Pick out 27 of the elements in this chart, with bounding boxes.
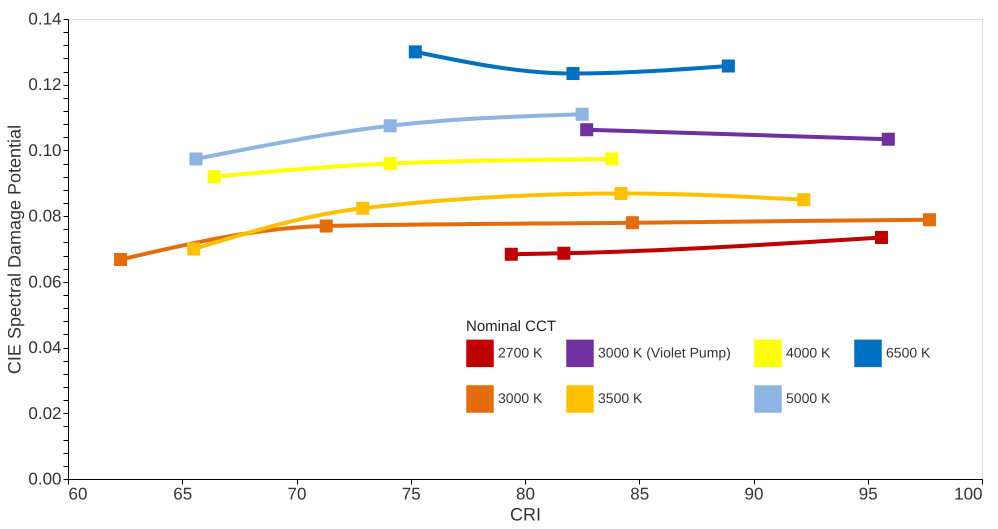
x-tick-label: 60 <box>68 484 88 504</box>
y-tick-label: 0.06 <box>28 272 62 292</box>
y-tick-label: 0.02 <box>28 404 62 423</box>
legend-label: 6500 K <box>886 344 932 360</box>
x-axis-title: CRI <box>510 504 541 524</box>
legend-label: 5000 K <box>786 390 832 406</box>
legend-label: 3000 K (Violet Pump) <box>598 344 731 360</box>
x-tick-label: 95 <box>858 484 878 504</box>
x-tick-label: 65 <box>173 484 192 504</box>
y-axis-title: CIE Spectral Damage Potential <box>4 124 24 374</box>
y-tick-label: 0.04 <box>28 338 62 358</box>
y-tick-label: 0.14 <box>28 10 62 28</box>
x-tick-label: 80 <box>516 484 535 504</box>
x-tick-label: 85 <box>630 484 650 504</box>
legend-label: 3000 K <box>498 390 544 406</box>
legend-title: Nominal CCT <box>466 318 556 335</box>
legend-label: 3500 K <box>598 390 644 406</box>
y-tick-label: 0.00 <box>28 470 62 488</box>
x-tick-label: 100 <box>954 484 982 504</box>
y-tick-label: 0.12 <box>28 75 62 94</box>
legend-label: 2700 K <box>498 344 544 360</box>
x-tick-label: 90 <box>744 484 764 504</box>
y-tick-label: 0.10 <box>28 140 62 160</box>
y-tick-label: 0.08 <box>28 206 62 226</box>
x-tick-label: 70 <box>288 484 306 504</box>
legend-label: 4000 K <box>786 344 832 360</box>
x-tick-label: 75 <box>402 484 421 504</box>
